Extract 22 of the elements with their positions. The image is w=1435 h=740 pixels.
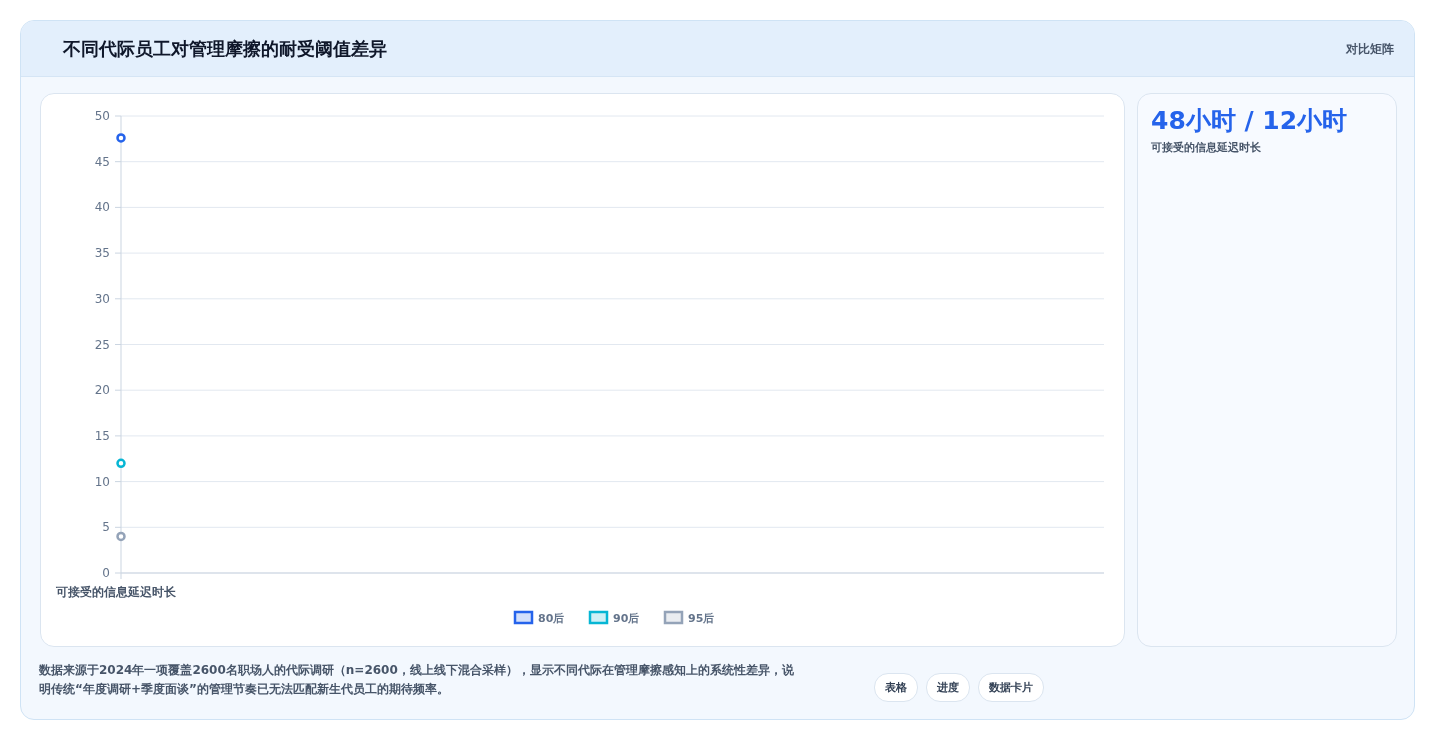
y-tick-label: 20 [94,383,110,398]
text: 不同代际员工对管理摩擦的耐受阈值差异 [63,37,387,61]
y-tick-label: 5 [102,520,110,535]
text: 进度 [926,673,970,702]
text: 可接受的信息延迟时长 [1151,140,1261,155]
y-tick-label: 40 [94,200,110,215]
y-tick-label: 35 [94,246,110,261]
text: 48小时 / 12小时 [1151,105,1348,137]
y-tick-label: 25 [94,337,110,352]
y-tick-label: 10 [94,474,110,489]
y-tick-label: 50 [94,109,110,123]
legend-label: 95后 [688,612,715,625]
text: 对比矩阵 [1346,41,1394,58]
legend-label: 80后 [538,612,565,625]
y-tick-label: 0 [102,566,110,580]
text: 数据来源于2024年一项覆盖2600名职场人的代际调研（n=2600，线上线下混合采样），显示不同代际在管理摩擦感知上的系统性差异，说明传统“年度调研+季度面谈”的管理节奏已无法匹配新生代员工的期待频率。 [39,662,795,698]
y-tick-label: 15 [94,428,110,443]
legend-label: 90后 [613,612,640,625]
text: 数据卡片 [978,673,1044,702]
text: 表格 [874,673,918,702]
y-tick-label: 30 [94,291,110,306]
y-tick-label: 45 [94,154,110,169]
